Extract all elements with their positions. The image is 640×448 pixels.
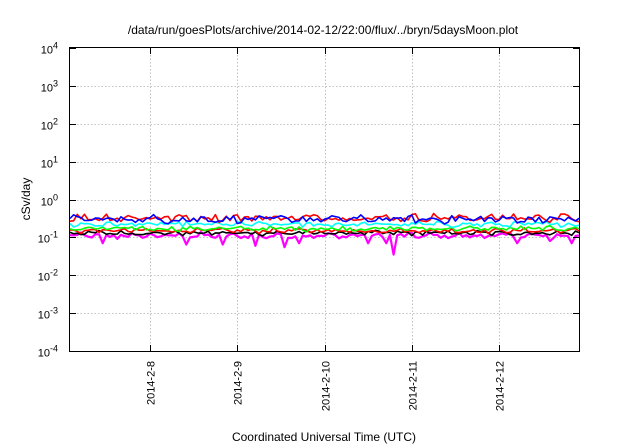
series-layer xyxy=(69,212,580,256)
series-line xyxy=(69,229,580,237)
y-tick-label: 103 xyxy=(41,79,58,95)
x-axis-label: Coordinated Universal Time (UTC) xyxy=(232,430,416,444)
plot-frame xyxy=(69,47,580,352)
series-line xyxy=(69,224,580,233)
series-line xyxy=(69,220,580,229)
series-line xyxy=(69,213,580,225)
x-tick-label: 2014-2-8 xyxy=(146,361,158,405)
chart-grid xyxy=(70,48,579,351)
x-tick-label: 2014-2-12 xyxy=(495,361,507,411)
series-line xyxy=(69,227,580,235)
y-axis: 10-4 10-3 10-2 10-1 100 101 102 103 104 xyxy=(38,41,579,360)
y-tick-label: 101 xyxy=(41,155,58,171)
x-tick-label: 2014-2-11 xyxy=(408,361,420,410)
y-tick-label: 10-1 xyxy=(38,230,58,246)
x-tick-label: 2014-2-10 xyxy=(321,361,333,411)
x-tick-label: 2014-2-9 xyxy=(233,361,245,405)
y-tick-label: 10-2 xyxy=(38,268,58,284)
y-tick-label: 102 xyxy=(41,117,58,133)
series-line xyxy=(69,212,580,224)
y-tick-label: 104 xyxy=(41,41,58,57)
chart-title: /data/run/goesPlots/archive/2014-02-12/2… xyxy=(128,23,519,37)
y-tick-label: 100 xyxy=(41,193,58,209)
x-axis: 2014-2-8 2014-2-9 2014-2-10 2014-2-11 2014-2… xyxy=(146,48,507,411)
y-axis-label: cSv/day xyxy=(19,178,33,221)
y-tick-label: 10-3 xyxy=(38,306,58,322)
series-line xyxy=(69,230,580,256)
y-tick-label: 10-4 xyxy=(38,344,58,360)
